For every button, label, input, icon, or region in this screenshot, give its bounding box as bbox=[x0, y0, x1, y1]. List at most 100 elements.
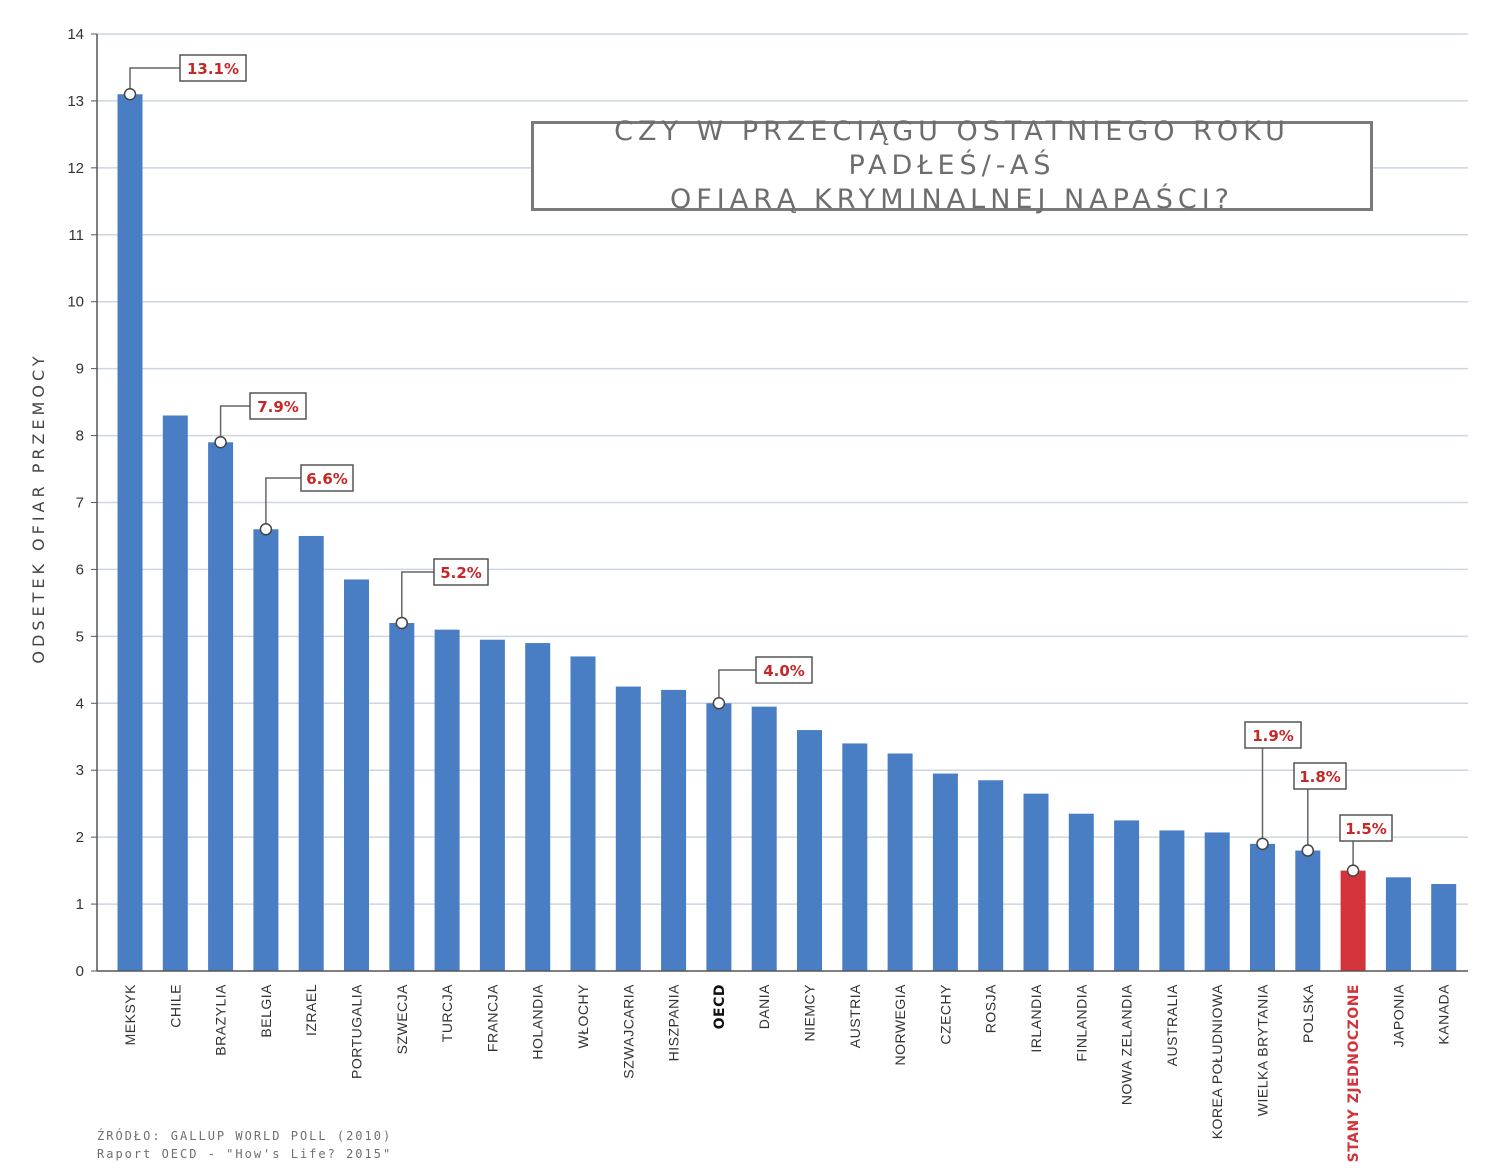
chart-title: CZY W PRZECIĄGU OSTATNIEGO ROKU PADŁEŚ/-… bbox=[531, 116, 1373, 215]
bar-norwegia bbox=[887, 753, 913, 971]
bar-izrael bbox=[298, 535, 324, 971]
y-tick-label: 7 bbox=[76, 495, 84, 512]
y-tick-label: 2 bbox=[76, 829, 84, 846]
callout-box bbox=[300, 464, 354, 492]
x-tick-label: HOLANDIA bbox=[530, 984, 546, 1060]
x-tick-label: SZWECJA bbox=[394, 984, 410, 1055]
callout-marker bbox=[395, 616, 409, 630]
callout-label: 6.6% bbox=[306, 470, 348, 488]
x-tick-label: BELGIA bbox=[258, 984, 274, 1038]
callout-box bbox=[1339, 814, 1393, 842]
callout: 5.2% bbox=[395, 558, 489, 630]
bar-hiszpania bbox=[661, 689, 687, 971]
callout-box bbox=[179, 54, 247, 82]
callout-marker bbox=[1346, 864, 1360, 877]
callout-marker bbox=[1301, 844, 1315, 857]
callout-box bbox=[1293, 762, 1347, 790]
callout: 1.9% bbox=[1244, 721, 1302, 851]
bars bbox=[117, 94, 1457, 971]
callout-leader bbox=[129, 67, 180, 95]
callout-marker bbox=[1256, 837, 1269, 851]
bar-japonia bbox=[1385, 877, 1411, 971]
chart-title-line-2: OFIARĄ KRYMINALNEJ NAPAŚCI? bbox=[669, 184, 1234, 215]
y-tick-label: 14 bbox=[67, 26, 84, 43]
source-line-1: ŹRÓDŁO: GALLUP WORLD POLL (2010) bbox=[97, 1129, 393, 1143]
x-tick-label: JAPONIA bbox=[1390, 984, 1406, 1048]
y-tick-label: 4 bbox=[76, 695, 84, 712]
y-tick-label: 1 bbox=[76, 896, 84, 913]
bar-polska bbox=[1295, 850, 1321, 971]
x-tick-label: DANIA bbox=[756, 984, 772, 1029]
bar-kanada bbox=[1431, 883, 1457, 971]
bar-szwecja bbox=[389, 622, 415, 971]
callout-leader bbox=[401, 571, 434, 623]
callout-leader bbox=[219, 405, 250, 443]
axes bbox=[96, 34, 1468, 972]
bar-holandia bbox=[525, 643, 551, 971]
y-tick-label: 11 bbox=[68, 227, 84, 244]
y-tick-label: 8 bbox=[76, 428, 84, 445]
x-tick-label: IRLANDIA bbox=[1028, 984, 1044, 1053]
source-line-2: Raport OECD - "How's Life? 2015" bbox=[97, 1147, 393, 1161]
callout-leader bbox=[718, 669, 756, 704]
bar-australia bbox=[1159, 830, 1185, 971]
callout-label: 5.2% bbox=[440, 564, 482, 582]
bar-oecd bbox=[706, 703, 732, 971]
y-tick-label: 9 bbox=[76, 361, 84, 378]
bar-wielka-brytania bbox=[1250, 843, 1275, 971]
callout: 7.9% bbox=[214, 392, 307, 449]
x-tick-label: CZECHY bbox=[937, 984, 953, 1045]
bar-portugalia bbox=[344, 579, 369, 971]
callout: 1.8% bbox=[1293, 762, 1347, 857]
x-tick-label: KANADA bbox=[1436, 984, 1452, 1045]
callout-label: 13.1% bbox=[187, 60, 239, 78]
y-tick-label: 12 bbox=[67, 160, 84, 177]
callout: 6.6% bbox=[259, 464, 354, 536]
bar-brazylia bbox=[208, 442, 234, 971]
callout-marker bbox=[123, 87, 137, 101]
callout-leader bbox=[265, 477, 301, 530]
callout-label: 4.0% bbox=[763, 662, 805, 680]
y-tick-label: 13 bbox=[67, 93, 84, 110]
y-tick-label: 5 bbox=[76, 628, 84, 645]
x-tick-label: NOWA ZELANDIA bbox=[1119, 984, 1135, 1105]
bar-czechy bbox=[932, 773, 958, 971]
bar-włochy bbox=[570, 656, 596, 971]
x-tick-label: POLSKA bbox=[1300, 984, 1316, 1043]
callout-box bbox=[249, 392, 307, 420]
bar-finlandia bbox=[1068, 813, 1094, 971]
bar-dania bbox=[751, 706, 777, 971]
x-tick-label: WIELKA BRYTANIA bbox=[1255, 984, 1271, 1116]
y-axis-label: ODSETEK OFIAR PRZEMOCY bbox=[29, 352, 48, 663]
bar-irlandia bbox=[1023, 793, 1049, 971]
x-tick-label: OECD bbox=[712, 984, 728, 1029]
x-tick-label: AUSTRIA bbox=[847, 984, 863, 1048]
bar-turcja bbox=[434, 629, 460, 971]
x-tick-label: KOREA POŁUDNIOWA bbox=[1209, 984, 1225, 1139]
callout: 1.5% bbox=[1339, 814, 1393, 877]
x-axis-labels: MEKSYK CHILE BRAZYLIA BELGIA IZRAEL PORTUGALI… bbox=[122, 984, 1452, 1163]
bar-meksyk bbox=[117, 94, 143, 971]
bar-rosja bbox=[978, 780, 1004, 971]
bar-chile bbox=[162, 415, 188, 971]
x-tick-label: FRANCJA bbox=[484, 984, 500, 1052]
x-tick-label: IZRAEL bbox=[303, 984, 319, 1036]
x-tick-label: FINLANDIA bbox=[1073, 984, 1089, 1062]
bar-stany-zjednoczone bbox=[1340, 870, 1366, 971]
callouts: 13.1% 7.9% 6.6% 5.2% 4.0% 1.9% 1.8% 1.5% bbox=[123, 54, 1393, 877]
x-tick-label: HISZPANIA bbox=[666, 984, 682, 1062]
callout-box bbox=[755, 656, 813, 684]
callout-box bbox=[1244, 721, 1302, 749]
callout-marker bbox=[712, 697, 726, 710]
bar-szwajcaria bbox=[615, 686, 641, 971]
x-tick-label: STANY ZJEDNOCZONE bbox=[1346, 984, 1362, 1162]
x-tick-label: NORWEGIA bbox=[892, 984, 908, 1066]
bar-korea-południowa bbox=[1204, 832, 1230, 971]
y-tick-label: 10 bbox=[67, 294, 84, 311]
x-tick-label: TURCJA bbox=[439, 984, 455, 1042]
callout-label: 1.9% bbox=[1252, 727, 1294, 745]
bar-nowa-zelandia bbox=[1114, 820, 1140, 971]
bar-niemcy bbox=[797, 730, 822, 971]
callout: 4.0% bbox=[712, 656, 813, 710]
